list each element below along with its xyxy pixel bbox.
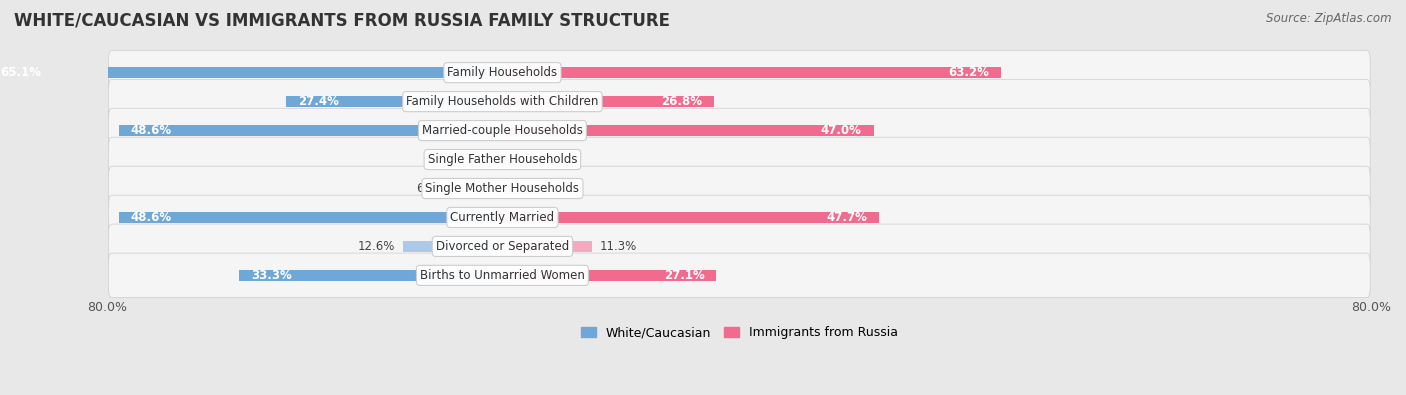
Text: Family Households with Children: Family Households with Children — [406, 95, 599, 108]
FancyBboxPatch shape — [108, 224, 1371, 269]
Bar — [502, 67, 1001, 78]
Text: Currently Married: Currently Married — [450, 211, 554, 224]
Text: Family Households: Family Households — [447, 66, 558, 79]
Text: Single Father Households: Single Father Households — [427, 153, 578, 166]
Text: Married-couple Households: Married-couple Households — [422, 124, 583, 137]
Bar — [454, 183, 502, 194]
FancyBboxPatch shape — [108, 195, 1371, 240]
Text: Source: ZipAtlas.com: Source: ZipAtlas.com — [1267, 12, 1392, 25]
Text: Single Mother Households: Single Mother Households — [426, 182, 579, 195]
Text: 65.1%: 65.1% — [0, 66, 41, 79]
Text: 48.6%: 48.6% — [131, 124, 172, 137]
FancyBboxPatch shape — [108, 137, 1371, 182]
Text: 12.6%: 12.6% — [357, 240, 395, 253]
Text: 27.1%: 27.1% — [664, 269, 704, 282]
Text: 33.3%: 33.3% — [252, 269, 292, 282]
Bar — [502, 183, 546, 194]
Text: 5.5%: 5.5% — [554, 182, 583, 195]
Bar — [502, 96, 714, 107]
Bar — [404, 241, 502, 252]
Bar — [118, 125, 502, 136]
FancyBboxPatch shape — [108, 166, 1371, 211]
Text: 63.2%: 63.2% — [949, 66, 990, 79]
Bar — [502, 125, 873, 136]
Text: Divorced or Separated: Divorced or Separated — [436, 240, 569, 253]
Bar — [239, 270, 502, 281]
FancyBboxPatch shape — [108, 253, 1371, 298]
Legend: White/Caucasian, Immigrants from Russia: White/Caucasian, Immigrants from Russia — [576, 321, 903, 344]
Bar — [502, 241, 592, 252]
Text: 11.3%: 11.3% — [599, 240, 637, 253]
Text: 6.1%: 6.1% — [416, 182, 446, 195]
FancyBboxPatch shape — [108, 79, 1371, 124]
Text: 2.0%: 2.0% — [526, 153, 555, 166]
Text: 27.4%: 27.4% — [298, 95, 339, 108]
Bar — [502, 212, 879, 223]
FancyBboxPatch shape — [108, 51, 1371, 95]
Text: 2.4%: 2.4% — [446, 153, 475, 166]
Text: Births to Unmarried Women: Births to Unmarried Women — [420, 269, 585, 282]
Text: 26.8%: 26.8% — [661, 95, 702, 108]
Text: 47.0%: 47.0% — [821, 124, 862, 137]
Bar — [0, 67, 502, 78]
Bar — [484, 154, 502, 165]
Bar — [502, 154, 519, 165]
Text: 47.7%: 47.7% — [827, 211, 868, 224]
Text: 48.6%: 48.6% — [131, 211, 172, 224]
Text: WHITE/CAUCASIAN VS IMMIGRANTS FROM RUSSIA FAMILY STRUCTURE: WHITE/CAUCASIAN VS IMMIGRANTS FROM RUSSI… — [14, 12, 671, 30]
Bar — [285, 96, 502, 107]
Bar — [502, 270, 717, 281]
Bar — [118, 212, 502, 223]
FancyBboxPatch shape — [108, 108, 1371, 153]
